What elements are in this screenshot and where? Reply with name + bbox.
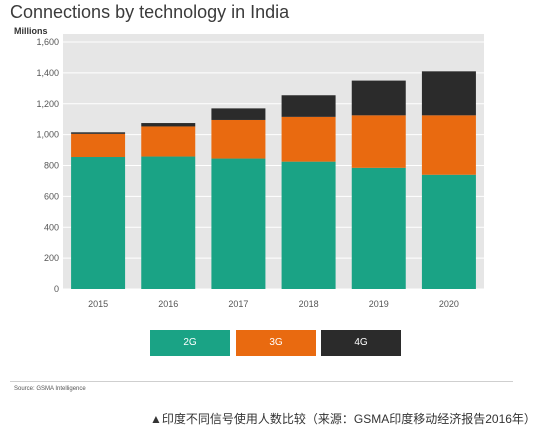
x-tick-label: 2019 bbox=[369, 299, 389, 309]
x-tick-label: 2016 bbox=[158, 299, 178, 309]
legend-item-4g: 4G bbox=[321, 330, 401, 356]
chart-title: Connections by technology in India bbox=[10, 2, 290, 22]
bar-4g-2017 bbox=[211, 108, 266, 120]
bar-2g-2017 bbox=[211, 158, 266, 289]
y-tick-label: 200 bbox=[44, 253, 59, 263]
bar-3g-2016 bbox=[141, 126, 196, 157]
bar-3g-2017 bbox=[211, 119, 266, 159]
y-tick-label: 1,200 bbox=[36, 99, 59, 109]
bar-4g-2018 bbox=[281, 95, 336, 117]
divider bbox=[10, 381, 513, 382]
bar-4g-2016 bbox=[141, 123, 196, 127]
y-axis-label: Millions bbox=[14, 26, 48, 36]
bar-3g-2019 bbox=[351, 115, 406, 168]
y-tick-label: 1,600 bbox=[36, 37, 59, 47]
bar-4g-2019 bbox=[351, 80, 406, 116]
x-tick-label: 2018 bbox=[299, 299, 319, 309]
bar-2g-2020 bbox=[421, 174, 476, 289]
bar-3g-2015 bbox=[71, 133, 126, 158]
bar-2g-2018 bbox=[281, 161, 336, 289]
legend-item-2g: 2G bbox=[150, 330, 230, 356]
x-tick-label: 2020 bbox=[439, 299, 459, 309]
source-note: Source: GSMA Intelligence bbox=[14, 386, 86, 392]
y-tick-label: 1,000 bbox=[36, 130, 59, 140]
chart-plot: 0 200 400 600 800 1,000 1,200 1,400 1,600 2015 201… bbox=[36, 34, 484, 309]
image-caption: ▲印度不同信号使用人数比较（来源：GSMA印度移动经济报告2016年） bbox=[150, 412, 536, 426]
y-tick-label: 1,400 bbox=[36, 68, 59, 78]
x-tick-label: 2015 bbox=[88, 299, 108, 309]
bar-4g-2020 bbox=[421, 71, 476, 116]
y-tick-label: 0 bbox=[54, 284, 59, 294]
bar-3g-2018 bbox=[281, 116, 336, 162]
plot-background bbox=[63, 34, 484, 289]
bar-2g-2015 bbox=[71, 157, 126, 289]
bar-2g-2019 bbox=[351, 167, 406, 289]
bar-2g-2016 bbox=[141, 156, 196, 289]
y-tick-label: 600 bbox=[44, 191, 59, 201]
y-tick-label: 400 bbox=[44, 222, 59, 232]
x-tick-label: 2017 bbox=[228, 299, 248, 309]
legend-item-3g: 3G bbox=[236, 330, 316, 356]
y-tick-label: 800 bbox=[44, 161, 59, 171]
bar-4g-2015 bbox=[71, 132, 126, 134]
bar-3g-2020 bbox=[421, 115, 476, 175]
